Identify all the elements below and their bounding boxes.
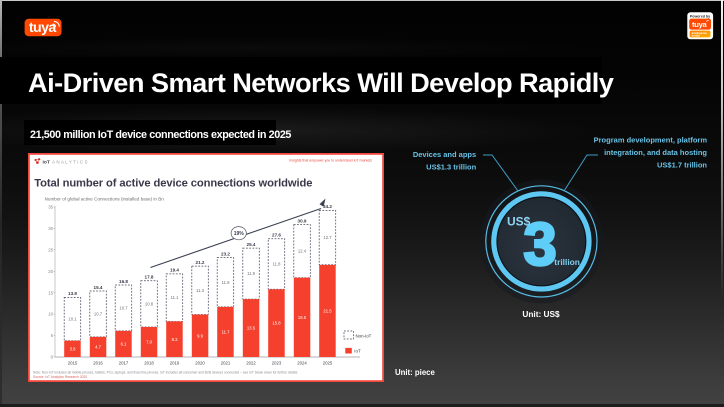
svg-text:7.0: 7.0 bbox=[146, 340, 152, 345]
svg-text:11.9: 11.9 bbox=[247, 271, 256, 276]
svg-text:US$: US$ bbox=[507, 214, 531, 228]
svg-text:25: 25 bbox=[48, 247, 53, 252]
svg-text:13.9: 13.9 bbox=[68, 291, 77, 296]
svg-text:10: 10 bbox=[48, 312, 53, 317]
svg-text:Insights that empower you to u: Insights that empower you to understand … bbox=[289, 159, 372, 163]
svg-text:19.4: 19.4 bbox=[170, 268, 179, 273]
svg-text:Non-IoT: Non-IoT bbox=[356, 333, 372, 338]
svg-text:0: 0 bbox=[51, 355, 54, 360]
svg-text:tuya: tuya bbox=[692, 20, 707, 29]
svg-text:15.4: 15.4 bbox=[94, 285, 103, 290]
svg-text:20: 20 bbox=[48, 269, 53, 274]
svg-text:Source: IoT Analytics Research: Source: IoT Analytics Research 2020 bbox=[33, 375, 87, 379]
svg-text:2023: 2023 bbox=[272, 360, 282, 365]
svg-text:Note: Non-IoT includes all mob: Note: Non-IoT includes all mobile phones… bbox=[33, 371, 298, 375]
svg-text:17.8: 17.8 bbox=[145, 275, 154, 280]
svg-text:27.6: 27.6 bbox=[272, 233, 281, 238]
svg-text:34.2: 34.2 bbox=[323, 204, 332, 209]
svg-text:2019: 2019 bbox=[170, 360, 180, 365]
svg-text:2021: 2021 bbox=[221, 360, 231, 365]
svg-text:US$1.3 trillion: US$1.3 trillion bbox=[426, 163, 476, 172]
svg-text:2020: 2020 bbox=[195, 360, 205, 365]
svg-text:integration, and data hosting: integration, and data hosting bbox=[604, 148, 707, 157]
svg-text:21.5: 21.5 bbox=[323, 309, 332, 314]
svg-text:9.9: 9.9 bbox=[197, 333, 203, 338]
svg-text:30.9: 30.9 bbox=[298, 218, 307, 223]
svg-text:21.2: 21.2 bbox=[196, 260, 205, 265]
svg-text:Program development, platform: Program development, platform bbox=[594, 135, 708, 144]
svg-text:Intelligence: Intelligence bbox=[692, 30, 708, 34]
svg-text:11.1: 11.1 bbox=[171, 295, 180, 300]
svg-text:30: 30 bbox=[48, 226, 53, 231]
svg-text:IoT: IoT bbox=[43, 160, 50, 166]
svg-text:11.3: 11.3 bbox=[196, 288, 205, 293]
svg-text:25.4: 25.4 bbox=[247, 242, 256, 247]
svg-text:Total number of active device: Total number of active device connection… bbox=[34, 178, 312, 190]
svg-text:US$1.7 trillion: US$1.7 trillion bbox=[657, 161, 707, 170]
svg-text:15.8: 15.8 bbox=[272, 321, 281, 326]
svg-text:11.5: 11.5 bbox=[222, 280, 231, 285]
svg-text:IoT: IoT bbox=[354, 349, 361, 354]
svg-text:ANALYTICS: ANALYTICS bbox=[52, 160, 89, 165]
svg-text:13.5: 13.5 bbox=[247, 326, 256, 331]
svg-text:10.1: 10.1 bbox=[68, 317, 77, 322]
svg-text:Inside: Inside bbox=[692, 33, 701, 37]
svg-text:trillion: trillion bbox=[554, 257, 580, 267]
svg-text:3: 3 bbox=[523, 211, 556, 278]
svg-text:2015: 2015 bbox=[68, 360, 78, 365]
svg-text:10.8: 10.8 bbox=[145, 302, 154, 307]
svg-text:3.8: 3.8 bbox=[70, 347, 76, 352]
svg-text:18.5: 18.5 bbox=[298, 315, 307, 320]
svg-text:Number of global active Connec: Number of global active Connections (ins… bbox=[45, 197, 165, 202]
svg-text:10.7: 10.7 bbox=[119, 306, 128, 311]
svg-text:Powered by: Powered by bbox=[690, 14, 710, 18]
svg-text:12.4: 12.4 bbox=[298, 249, 307, 254]
svg-text:23.2: 23.2 bbox=[221, 251, 230, 256]
svg-text:19%: 19% bbox=[234, 231, 245, 237]
svg-text:15: 15 bbox=[48, 290, 53, 295]
svg-text:35: 35 bbox=[48, 205, 53, 210]
svg-text:10.7: 10.7 bbox=[94, 312, 103, 317]
svg-text:16.8: 16.8 bbox=[119, 279, 128, 284]
svg-text:8.3: 8.3 bbox=[172, 337, 178, 342]
svg-text:2022: 2022 bbox=[246, 360, 256, 365]
svg-text:5: 5 bbox=[51, 333, 54, 338]
svg-text:Unit: US$: Unit: US$ bbox=[522, 309, 560, 319]
svg-text:2017: 2017 bbox=[119, 360, 129, 365]
svg-text:tuya: tuya bbox=[29, 19, 56, 35]
svg-text:2024: 2024 bbox=[297, 360, 307, 365]
svg-text:2016: 2016 bbox=[93, 360, 103, 365]
svg-text:2025: 2025 bbox=[323, 360, 333, 365]
svg-text:Devices and apps: Devices and apps bbox=[413, 150, 476, 159]
svg-text:4.7: 4.7 bbox=[95, 345, 101, 350]
svg-text:12.7: 12.7 bbox=[323, 235, 332, 240]
svg-text:2018: 2018 bbox=[144, 360, 154, 365]
svg-text:11.7: 11.7 bbox=[222, 330, 231, 335]
svg-text:6.1: 6.1 bbox=[121, 342, 127, 347]
svg-text:11.8: 11.8 bbox=[273, 262, 282, 267]
